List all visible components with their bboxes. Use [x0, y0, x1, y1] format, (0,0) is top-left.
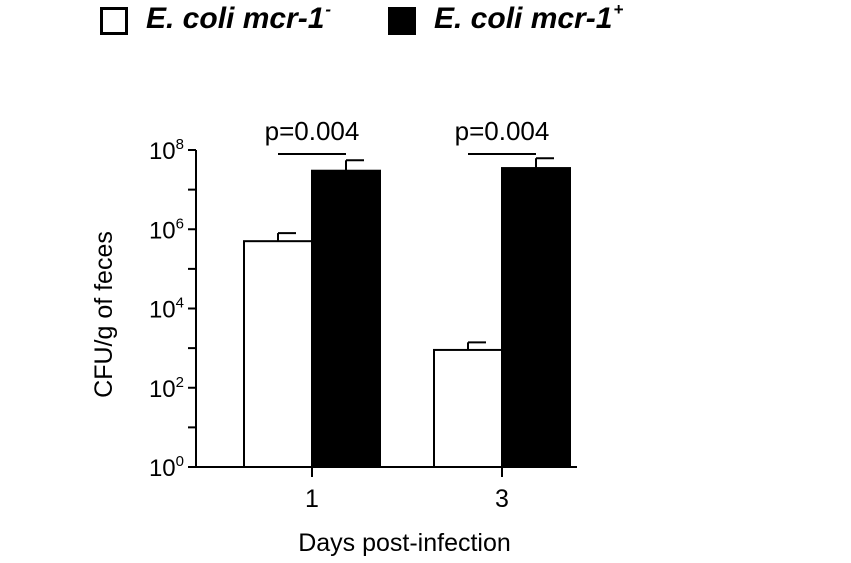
legend-item-mcr1-positive: E. coli mcr-1+ [388, 0, 624, 38]
bar-mcr1-positive-day1 [311, 169, 381, 469]
p-value-annotation: p=0.004 [455, 116, 550, 146]
y-tick-label: 108 [149, 136, 184, 165]
x-tick-label: 3 [495, 485, 509, 513]
legend-label-mcr1-positive: E. coli mcr-1+ [434, 0, 624, 35]
legend-item-mcr1-negative: E. coli mcr-1- [100, 0, 332, 38]
x-axis-label: Days post-infection [298, 529, 511, 557]
legend: E. coli mcr-1- E. coli mcr-1+ [0, 0, 851, 44]
legend-swatch-white [100, 7, 128, 35]
p-value-annotation: p=0.004 [265, 116, 360, 146]
x-tick-label: 1 [305, 485, 319, 513]
legend-label-mcr1-negative: E. coli mcr-1- [146, 0, 332, 35]
legend-swatch-black [388, 7, 416, 35]
y-tick-label: 106 [149, 215, 184, 244]
bar-mcr1-negative-day3 [433, 348, 503, 468]
bar-mcr1-positive-day3 [501, 167, 571, 468]
y-tick-label: 102 [149, 374, 184, 403]
bar-mcr1-negative-day1 [243, 240, 313, 468]
y-tick-label: 104 [149, 295, 184, 324]
y-axis-label: CFU/g of feces [90, 231, 118, 398]
y-tick-label: 100 [149, 453, 184, 482]
